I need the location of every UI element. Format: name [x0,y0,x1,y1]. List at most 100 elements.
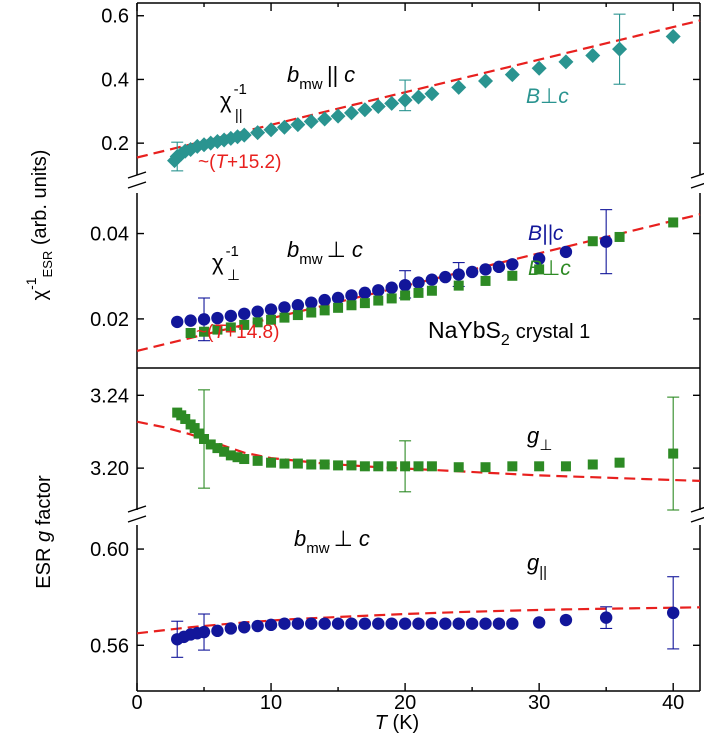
data-point [612,42,627,57]
x-tick-label: 20 [394,692,416,714]
data-point [371,99,386,114]
data-point [346,300,356,310]
data-point [251,305,263,317]
data-point [345,617,357,629]
y-tick-label: 3.20 [90,458,129,480]
data-point [360,461,370,471]
data-point [615,232,625,242]
y-tick-label: 0.2 [101,133,129,155]
data-point [439,271,451,283]
data-point [585,48,600,63]
data-point [558,54,573,69]
data-point [306,459,316,469]
data-point [225,310,237,322]
data-point [305,617,317,629]
data-point [372,617,384,629]
data-point [424,86,439,101]
data-point [293,310,303,320]
data-point [171,316,183,328]
data-point [278,301,290,313]
data-point [293,459,303,469]
data-point [411,89,426,104]
data-point [427,461,437,471]
data-point [398,93,413,108]
data-point [373,296,383,306]
data-point [600,611,612,623]
data-point [359,287,371,299]
data-point [400,461,410,471]
data-point [588,236,598,246]
x-tick-label: 40 [662,692,684,714]
x-tick-label: 30 [528,692,550,714]
data-point [507,271,517,281]
data-point [400,290,410,300]
data-point [481,276,491,286]
data-point [184,314,196,326]
data-point [238,308,250,320]
data-point [333,303,343,313]
data-point [399,279,411,291]
data-point [186,328,196,338]
data-point [588,459,598,469]
series-label-bperp-teal: B⊥c [526,85,569,108]
bmw-parallel-label: bmw || c [287,62,355,93]
data-point [318,617,330,629]
data-point [414,461,424,471]
data-point [360,298,370,308]
y-axis-label-susceptibility: χ-1ESR (arb. units) [23,150,55,301]
bmw-perp-label: bmw ⊥ c [287,237,363,268]
data-point [451,80,466,95]
data-point [454,281,464,291]
data-point [332,292,344,304]
axis-ticks: 0.20.40.60.020.043.203.240.560.600 10 20 30… [90,3,700,714]
data-point [239,454,249,464]
x-tick-label: 0 [131,692,142,714]
g-perp-label: g⊥ [527,423,552,454]
data-point [426,273,438,285]
data-point [454,462,464,472]
data-point [387,461,397,471]
series-label-bpar-blue: B||c [528,222,564,245]
data-point [600,235,612,247]
x-tick-label: 10 [260,692,282,714]
data-point [345,289,357,301]
fit-label-15-2: ~(T+15.2) [198,152,281,173]
data-point [667,607,679,619]
data-point [493,261,505,273]
data-point [534,461,544,471]
data-point [253,456,263,466]
data-point [265,303,277,315]
fit-label-14-8: ~(T+14.8) [196,322,279,343]
data-point [306,308,316,318]
data-point [668,449,678,459]
data-point [278,617,290,629]
data-point [533,616,545,628]
data-point [211,625,223,637]
y-tick-label: 0.6 [101,6,129,28]
data-point [507,461,517,471]
data-point [387,293,397,303]
data-point [412,617,424,629]
chi-perp-label: χ -1 ⊥ [212,243,240,284]
data-point [320,459,330,469]
data-point [384,96,399,111]
data-point [385,617,397,629]
data-point [238,621,250,633]
sample-label: NaYbS2 crystal 1 [428,317,590,349]
y-axis-label-g-factor: ESR g factor [33,475,55,589]
data-point [292,617,304,629]
data-point [292,299,304,311]
data-point [427,286,437,296]
y-tick-label: 0.04 [90,224,129,246]
data-point [198,626,210,638]
data-point [478,74,493,89]
data-point [615,458,625,468]
data-point [505,67,520,82]
data-point [359,617,371,629]
data-point [385,282,397,294]
data-point [346,460,356,470]
data-point [320,305,330,315]
data-point [414,288,424,298]
data-point [493,617,505,629]
